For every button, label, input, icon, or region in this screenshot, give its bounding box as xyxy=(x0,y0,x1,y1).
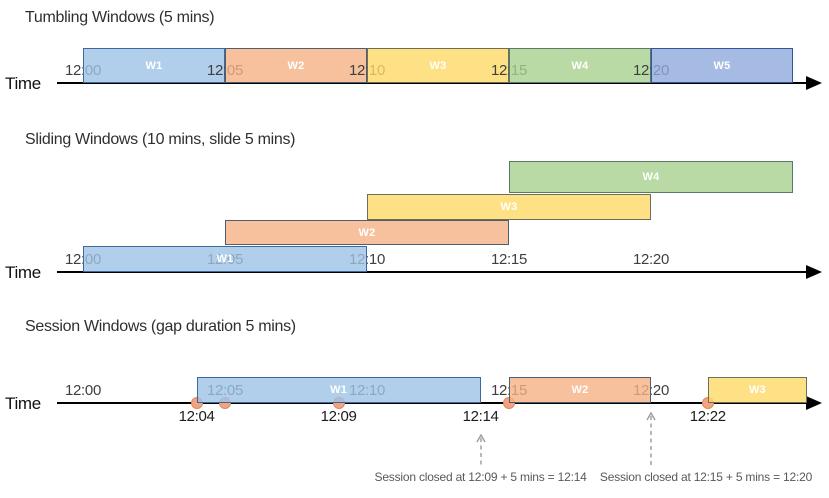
window-bar-w4: W4 xyxy=(509,161,793,193)
axis-arrowhead-icon xyxy=(806,76,822,90)
event-time-label: 12:22 xyxy=(689,408,726,425)
axis-arrowhead-icon xyxy=(806,396,822,410)
axis-tick-label: 12:15 xyxy=(490,62,528,79)
window-bar-w5: W5 xyxy=(651,48,793,83)
axis-tick-label: 12:05 xyxy=(206,382,244,399)
axis-tick-label: 12:10 xyxy=(348,251,386,268)
session-close-annotation: Session closed at 12:09 + 5 mins = 12:14 xyxy=(374,470,587,484)
axis-tick-label: 12:00 xyxy=(64,62,102,79)
event-dot xyxy=(332,397,345,409)
time-axis-label: Time xyxy=(5,394,41,413)
time-axis-line xyxy=(57,82,808,84)
time-axis-label: Time xyxy=(5,263,41,282)
section-title: Tumbling Windows (5 mins) xyxy=(25,9,215,26)
section-title: Session Windows (gap duration 5 mins) xyxy=(25,318,296,335)
axis-tick-label: 12:15 xyxy=(490,251,528,268)
window-bar-w4: W4 xyxy=(509,48,651,83)
axis-tick-label: 12:20 xyxy=(632,62,670,79)
event-dot xyxy=(701,397,714,409)
window-label: W1 xyxy=(330,384,348,396)
window-label: W5 xyxy=(713,59,731,72)
section-title: Sliding Windows (10 mins, slide 5 mins) xyxy=(25,131,296,148)
axis-tick-label: 12:00 xyxy=(64,382,102,399)
axis-tick-label: 12:05 xyxy=(206,62,244,79)
window-label: W1 xyxy=(216,253,234,265)
event-time-label: 12:09 xyxy=(320,408,357,425)
window-bar-w1: W1 xyxy=(83,48,225,83)
window-bar-w1: W1 xyxy=(83,246,367,272)
event-dot xyxy=(190,397,203,409)
window-bar-w2: W2 xyxy=(225,48,367,83)
axis-tick-label: 12:10 xyxy=(348,382,386,399)
event-dot xyxy=(503,397,515,409)
window-label: W2 xyxy=(571,384,589,396)
window-bar-w2: W2 xyxy=(225,220,509,245)
window-label: W4 xyxy=(642,171,660,183)
time-axis-label: Time xyxy=(5,74,41,93)
axis-tick-label: 12:20 xyxy=(632,382,670,399)
window-label: W1 xyxy=(145,59,163,72)
time-axis-line xyxy=(57,402,808,404)
window-bar-w1: W1 xyxy=(196,377,481,403)
session-close-annotation: Session closed at 12:15 + 5 mins = 12:20 xyxy=(599,470,813,484)
window-label: W4 xyxy=(571,59,589,72)
event-time-label: 12:14 xyxy=(462,408,499,425)
window-bar-w3: W3 xyxy=(367,48,509,83)
window-label: W2 xyxy=(287,59,305,72)
window-bar-w3: W3 xyxy=(367,194,651,220)
session-close-arrow-icon xyxy=(646,412,656,467)
time-axis-line xyxy=(57,271,808,273)
window-bar-w3: W3 xyxy=(707,377,807,403)
window-label: W3 xyxy=(748,384,766,396)
window-label: W3 xyxy=(500,201,518,213)
window-bar-w2: W2 xyxy=(509,377,651,403)
event-time-label: 12:04 xyxy=(178,408,215,425)
axis-tick-label: 12:15 xyxy=(490,382,528,399)
axis-tick-label: 12:00 xyxy=(64,251,102,268)
session-close-arrow-icon xyxy=(475,434,486,467)
event-dot xyxy=(219,397,231,409)
window-label: W2 xyxy=(358,226,376,239)
axis-arrowhead-icon xyxy=(806,265,822,279)
axis-tick-label: 12:05 xyxy=(206,251,244,268)
axis-tick-label: 12:20 xyxy=(632,251,670,268)
window-label: W3 xyxy=(429,59,447,72)
axis-tick-label: 12:10 xyxy=(348,62,386,79)
